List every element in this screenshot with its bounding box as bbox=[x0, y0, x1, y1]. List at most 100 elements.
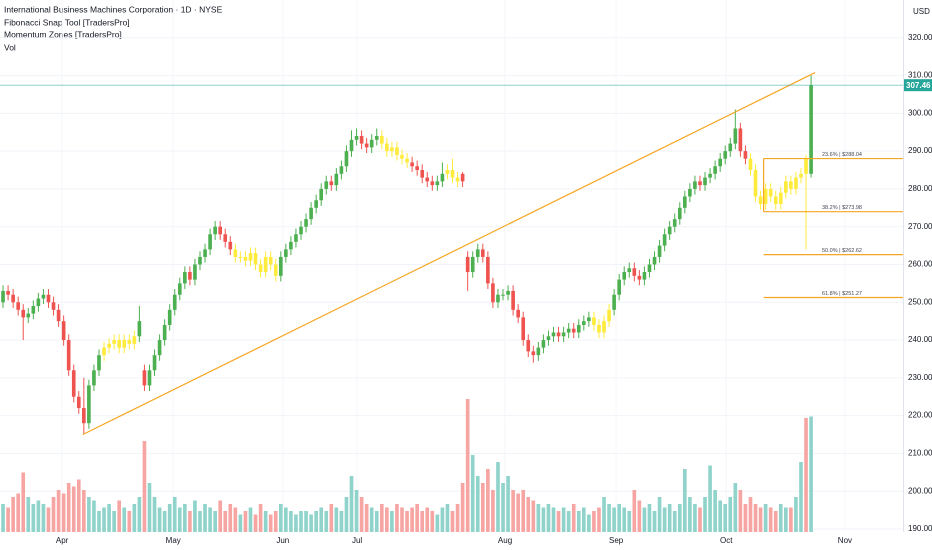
y-tick-label: 220.00 bbox=[908, 411, 932, 420]
volume-bar bbox=[703, 497, 707, 532]
candle-body bbox=[198, 256, 202, 265]
volume-bar bbox=[152, 497, 157, 532]
candle-body bbox=[233, 249, 238, 257]
candle-body bbox=[415, 166, 419, 171]
candle-body bbox=[66, 340, 71, 371]
candle-body bbox=[465, 256, 470, 273]
candle-body bbox=[16, 302, 20, 310]
candle-body bbox=[809, 85, 813, 174]
volume-bar bbox=[622, 507, 627, 532]
volume-bar bbox=[773, 511, 778, 532]
candle-body bbox=[677, 207, 682, 220]
volume-bar bbox=[284, 507, 288, 532]
candle-body bbox=[349, 139, 354, 152]
volume-bar bbox=[46, 507, 51, 532]
candle-body bbox=[142, 370, 147, 386]
candle-body bbox=[132, 336, 137, 344]
volume-bar bbox=[778, 504, 783, 532]
volume-bar bbox=[415, 504, 419, 532]
candle-body bbox=[733, 128, 738, 144]
x-tick-label: Jun bbox=[276, 536, 289, 545]
candle-body bbox=[167, 309, 172, 325]
candle-body bbox=[566, 328, 571, 333]
volume-bar bbox=[672, 511, 677, 532]
volume-bar bbox=[516, 493, 520, 532]
volume-bar bbox=[683, 469, 687, 532]
volume-bar bbox=[56, 490, 61, 532]
candle-body bbox=[622, 272, 627, 280]
y-tick-label: 230.00 bbox=[908, 373, 932, 382]
last-price-label: 307.46 bbox=[906, 81, 931, 90]
candle-body bbox=[92, 370, 96, 386]
volume-bar bbox=[405, 511, 409, 532]
volume-bar bbox=[97, 511, 101, 532]
volume-bar bbox=[364, 504, 369, 532]
volume-bar bbox=[385, 507, 389, 532]
volume-bar bbox=[203, 504, 207, 532]
volume-bar bbox=[243, 511, 248, 532]
candle-body bbox=[602, 321, 606, 333]
volume-bar bbox=[612, 507, 616, 532]
volume-bar bbox=[61, 493, 66, 532]
volume-bar bbox=[571, 504, 576, 532]
volume-bar bbox=[526, 497, 531, 532]
candle-body bbox=[480, 249, 485, 257]
candle-body bbox=[284, 249, 288, 257]
volume-bar bbox=[258, 504, 263, 532]
x-tick-label: Apr bbox=[56, 536, 69, 545]
candle-body bbox=[607, 309, 611, 322]
volume-bar bbox=[26, 497, 31, 532]
y-tick-label: 280.00 bbox=[908, 184, 932, 193]
volume-bar bbox=[789, 507, 793, 532]
candle-body bbox=[491, 283, 495, 303]
volume-bar bbox=[172, 497, 177, 532]
volume-bar bbox=[617, 504, 621, 532]
candle-body bbox=[278, 256, 283, 276]
volume-bar bbox=[602, 497, 606, 532]
volume-bar bbox=[218, 500, 223, 532]
candles bbox=[1, 75, 813, 435]
volume-bar bbox=[420, 511, 425, 532]
candle-body bbox=[71, 370, 76, 397]
candle-body bbox=[536, 347, 541, 356]
volume-bar bbox=[31, 504, 36, 532]
volume-bar bbox=[268, 514, 273, 532]
trendline bbox=[82, 72, 816, 436]
volume-bar bbox=[637, 500, 642, 532]
volume-bar bbox=[16, 493, 20, 532]
volume-bar bbox=[223, 511, 228, 532]
candle-body bbox=[617, 279, 621, 295]
candle-body bbox=[193, 264, 197, 280]
volume-bar bbox=[501, 483, 505, 532]
indicator-label: Vol bbox=[4, 42, 16, 52]
candle-body bbox=[531, 351, 536, 356]
candle-body bbox=[253, 253, 258, 265]
candle-body bbox=[410, 162, 414, 167]
y-tick-label: 270.00 bbox=[908, 222, 932, 231]
candle-body bbox=[506, 290, 510, 295]
volume-bar bbox=[763, 504, 768, 532]
candle-body bbox=[248, 253, 253, 261]
x-tick-label: Oct bbox=[720, 536, 733, 545]
volume-bar bbox=[167, 504, 172, 532]
candle-body bbox=[460, 173, 465, 182]
candle-body bbox=[652, 256, 657, 265]
y-tick-label: 310.00 bbox=[908, 71, 932, 80]
candle-body bbox=[41, 294, 46, 299]
candle-body bbox=[309, 207, 313, 220]
y-tick-label: 200.00 bbox=[908, 486, 932, 495]
volume-bar bbox=[188, 511, 192, 532]
candle-body bbox=[597, 324, 601, 333]
candle-body bbox=[21, 309, 26, 318]
candle-body bbox=[657, 245, 662, 257]
volume-bar bbox=[117, 500, 122, 532]
candle-body bbox=[263, 256, 268, 273]
candle-body bbox=[571, 328, 576, 333]
volume-bar bbox=[804, 417, 808, 532]
candle-body bbox=[425, 177, 430, 182]
candle-body bbox=[82, 408, 86, 424]
candle-body bbox=[334, 173, 339, 186]
volume-bar bbox=[319, 507, 324, 532]
volume-bar bbox=[541, 507, 546, 532]
